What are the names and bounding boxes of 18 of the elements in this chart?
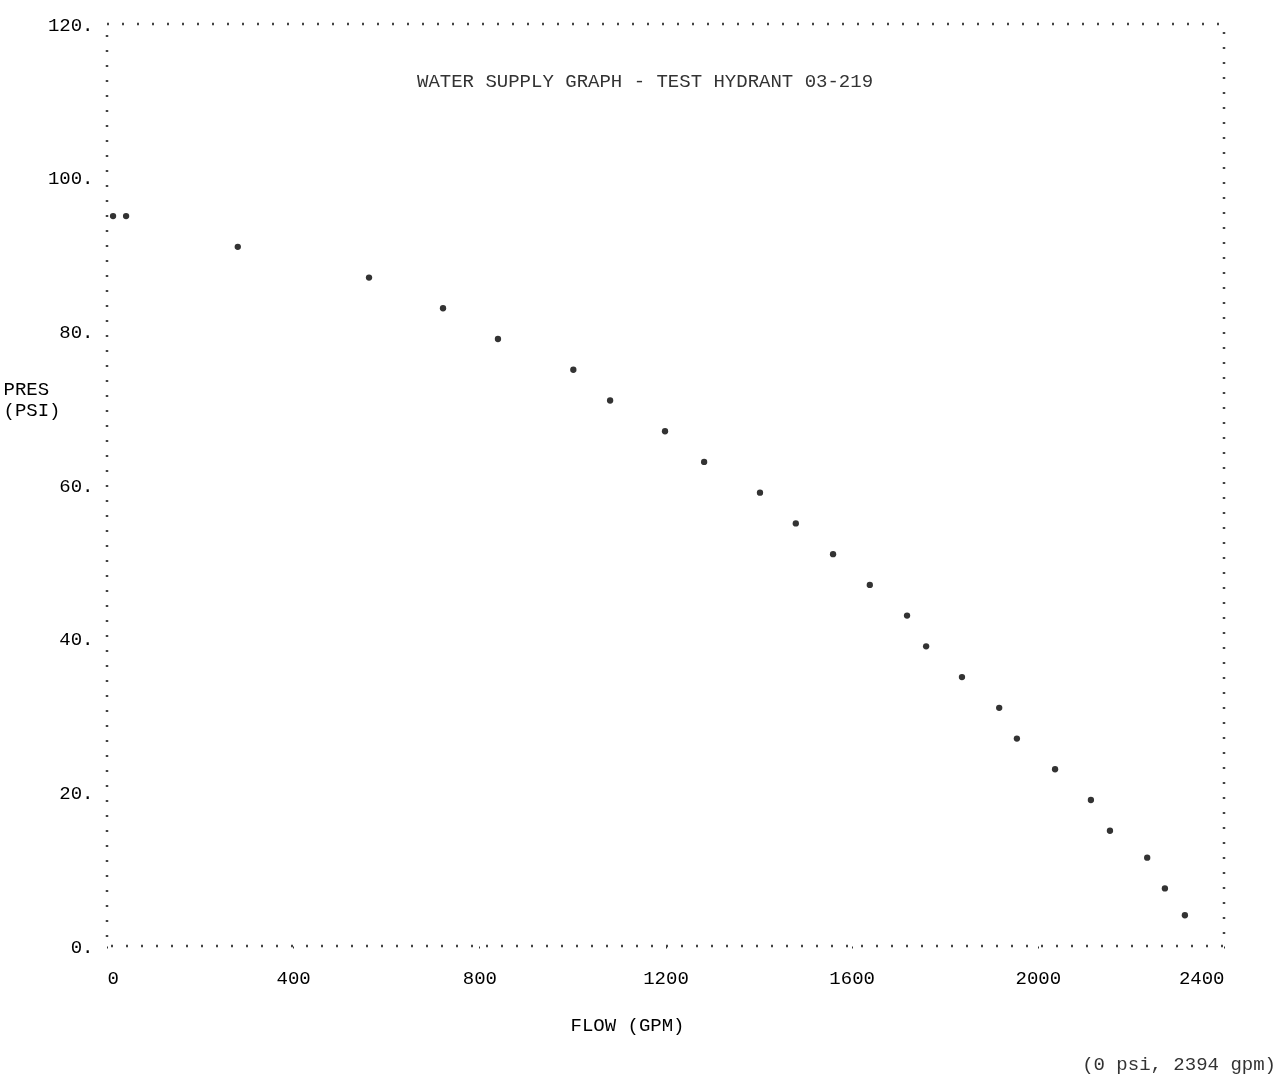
x-tick-label: 0 [107,967,119,990]
x-axis-title: FLOW (GPM) [570,1014,685,1037]
y-tick-label: 80. [59,321,94,344]
y-tick-label: 40. [59,629,94,652]
y-tick-label: 0. [70,936,94,959]
text: (0 psi, 2394 gpm) [1082,1054,1276,1076]
y-tick-label: 20. [59,782,94,805]
x-tick-label: 2000 [1015,967,1062,990]
y-axis-title: PRES (PSI) [3,378,61,422]
x-tick-label: 400 [276,967,311,990]
text: WATER SUPPLY GRAPH - TEST HYDRANT 03-219 [417,71,874,93]
y-tick-label: 100. [47,168,94,191]
x-tick-label: 1200 [643,967,689,990]
x-tick-label: 2400 [1178,967,1225,990]
x-tick-label: 800 [462,967,497,990]
y-tick-label: 120. [47,14,94,37]
x-tick-label: 1600 [829,967,875,990]
y-tick-label: 60. [59,475,94,498]
